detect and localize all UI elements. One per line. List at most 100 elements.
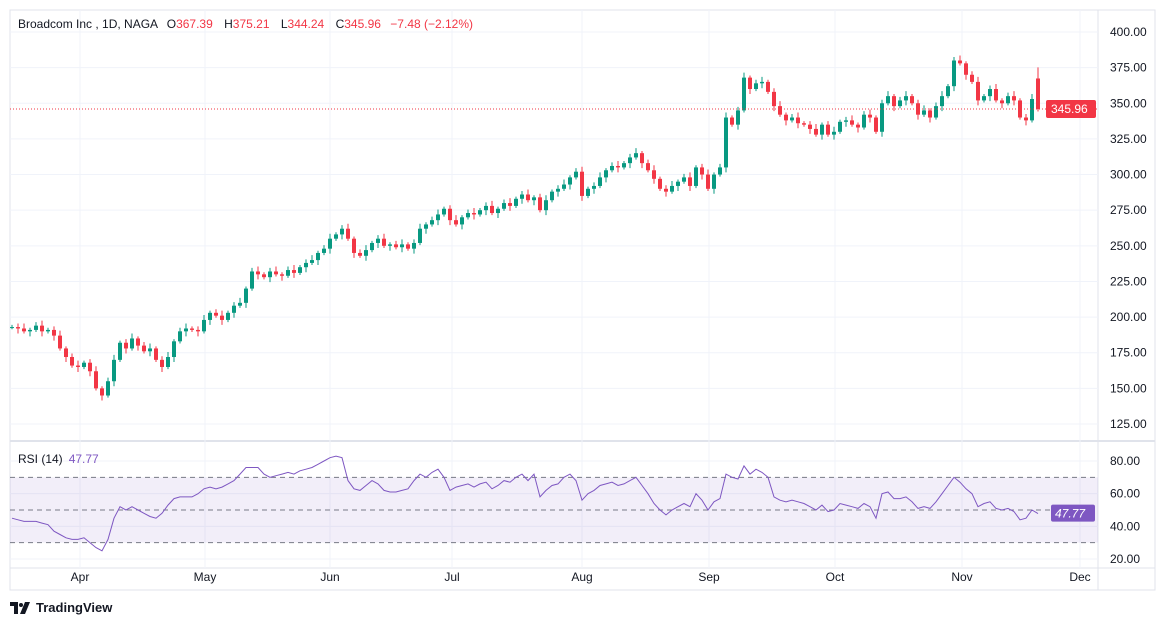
candle[interactable] (274, 266, 278, 277)
candle[interactable] (700, 163, 704, 180)
candle[interactable] (940, 91, 944, 112)
candle[interactable] (916, 99, 920, 120)
candle[interactable] (1024, 113, 1028, 126)
candle[interactable] (832, 126, 836, 140)
tradingview-logo[interactable]: TradingView (10, 600, 112, 615)
candle[interactable] (766, 79, 770, 95)
candle[interactable] (142, 342, 146, 354)
candle[interactable] (496, 206, 500, 219)
candle[interactable] (364, 245, 368, 261)
candle[interactable] (268, 267, 272, 283)
candle[interactable] (376, 235, 380, 248)
candle[interactable] (628, 153, 632, 169)
candle[interactable] (952, 56, 956, 92)
candle[interactable] (664, 185, 668, 197)
candle[interactable] (892, 94, 896, 112)
candle[interactable] (10, 324, 14, 330)
candle[interactable] (904, 91, 908, 106)
candle[interactable] (310, 255, 314, 266)
candle[interactable] (1000, 98, 1004, 109)
candle[interactable] (226, 310, 230, 323)
candle[interactable] (544, 195, 548, 216)
candle[interactable] (994, 84, 998, 103)
candle[interactable] (52, 326, 56, 341)
candle[interactable] (502, 199, 506, 211)
candle[interactable] (580, 166, 584, 201)
candle[interactable] (406, 242, 410, 251)
candle[interactable] (634, 148, 638, 160)
candle[interactable] (334, 232, 338, 241)
candle[interactable] (934, 102, 938, 120)
candle[interactable] (418, 223, 422, 246)
candle[interactable] (292, 265, 296, 278)
candle[interactable] (58, 330, 62, 351)
candle[interactable] (220, 310, 224, 325)
candle[interactable] (1012, 91, 1016, 106)
candle[interactable] (250, 267, 254, 291)
candle[interactable] (382, 233, 386, 248)
candle[interactable] (316, 250, 320, 266)
candle[interactable] (22, 323, 26, 334)
candle[interactable] (814, 123, 818, 137)
candle[interactable] (844, 116, 848, 127)
candle[interactable] (64, 346, 68, 362)
candle[interactable] (520, 190, 524, 204)
candle[interactable] (172, 339, 176, 362)
candle[interactable] (820, 122, 824, 140)
candle[interactable] (508, 198, 512, 211)
candle[interactable] (196, 326, 200, 337)
candle[interactable] (784, 112, 788, 126)
candle[interactable] (856, 122, 860, 133)
candle[interactable] (280, 272, 284, 281)
candle[interactable] (472, 208, 476, 220)
candle[interactable] (688, 172, 692, 191)
candle[interactable] (70, 353, 74, 368)
candle[interactable] (400, 239, 404, 253)
candle[interactable] (304, 259, 308, 273)
candle[interactable] (568, 175, 572, 190)
candle[interactable] (988, 85, 992, 102)
candle[interactable] (328, 233, 332, 254)
candle[interactable] (790, 113, 794, 123)
candle[interactable] (148, 343, 152, 357)
candle[interactable] (232, 302, 236, 318)
candle[interactable] (166, 352, 170, 370)
candle[interactable] (928, 108, 932, 123)
candle[interactable] (1036, 67, 1040, 112)
candle[interactable] (616, 161, 620, 173)
candle[interactable] (886, 91, 890, 106)
candle[interactable] (880, 99, 884, 137)
candle[interactable] (94, 366, 98, 391)
candle[interactable] (82, 360, 86, 370)
candle[interactable] (682, 173, 686, 184)
candle[interactable] (670, 180, 674, 194)
candle[interactable] (958, 55, 962, 66)
candle[interactable] (754, 79, 758, 92)
candle[interactable] (826, 121, 830, 137)
candle[interactable] (454, 215, 458, 227)
candle[interactable] (772, 88, 776, 112)
candle[interactable] (610, 162, 614, 173)
candle[interactable] (184, 323, 188, 337)
candle[interactable] (124, 339, 128, 354)
candle[interactable] (202, 314, 206, 334)
candle[interactable] (706, 169, 710, 191)
candle[interactable] (352, 236, 356, 258)
candle[interactable] (478, 208, 482, 217)
candle[interactable] (106, 377, 110, 398)
candle[interactable] (622, 161, 626, 170)
candle[interactable] (34, 322, 38, 333)
candle[interactable] (214, 309, 218, 318)
candle[interactable] (586, 186, 590, 199)
candle[interactable] (286, 266, 290, 278)
candle[interactable] (718, 163, 722, 177)
candle[interactable] (604, 168, 608, 183)
candle[interactable] (874, 115, 878, 134)
candle[interactable] (442, 206, 446, 217)
candle[interactable] (346, 223, 350, 241)
candle[interactable] (532, 195, 536, 206)
candle[interactable] (778, 101, 782, 117)
candle[interactable] (1018, 98, 1022, 120)
candle[interactable] (1006, 92, 1010, 106)
